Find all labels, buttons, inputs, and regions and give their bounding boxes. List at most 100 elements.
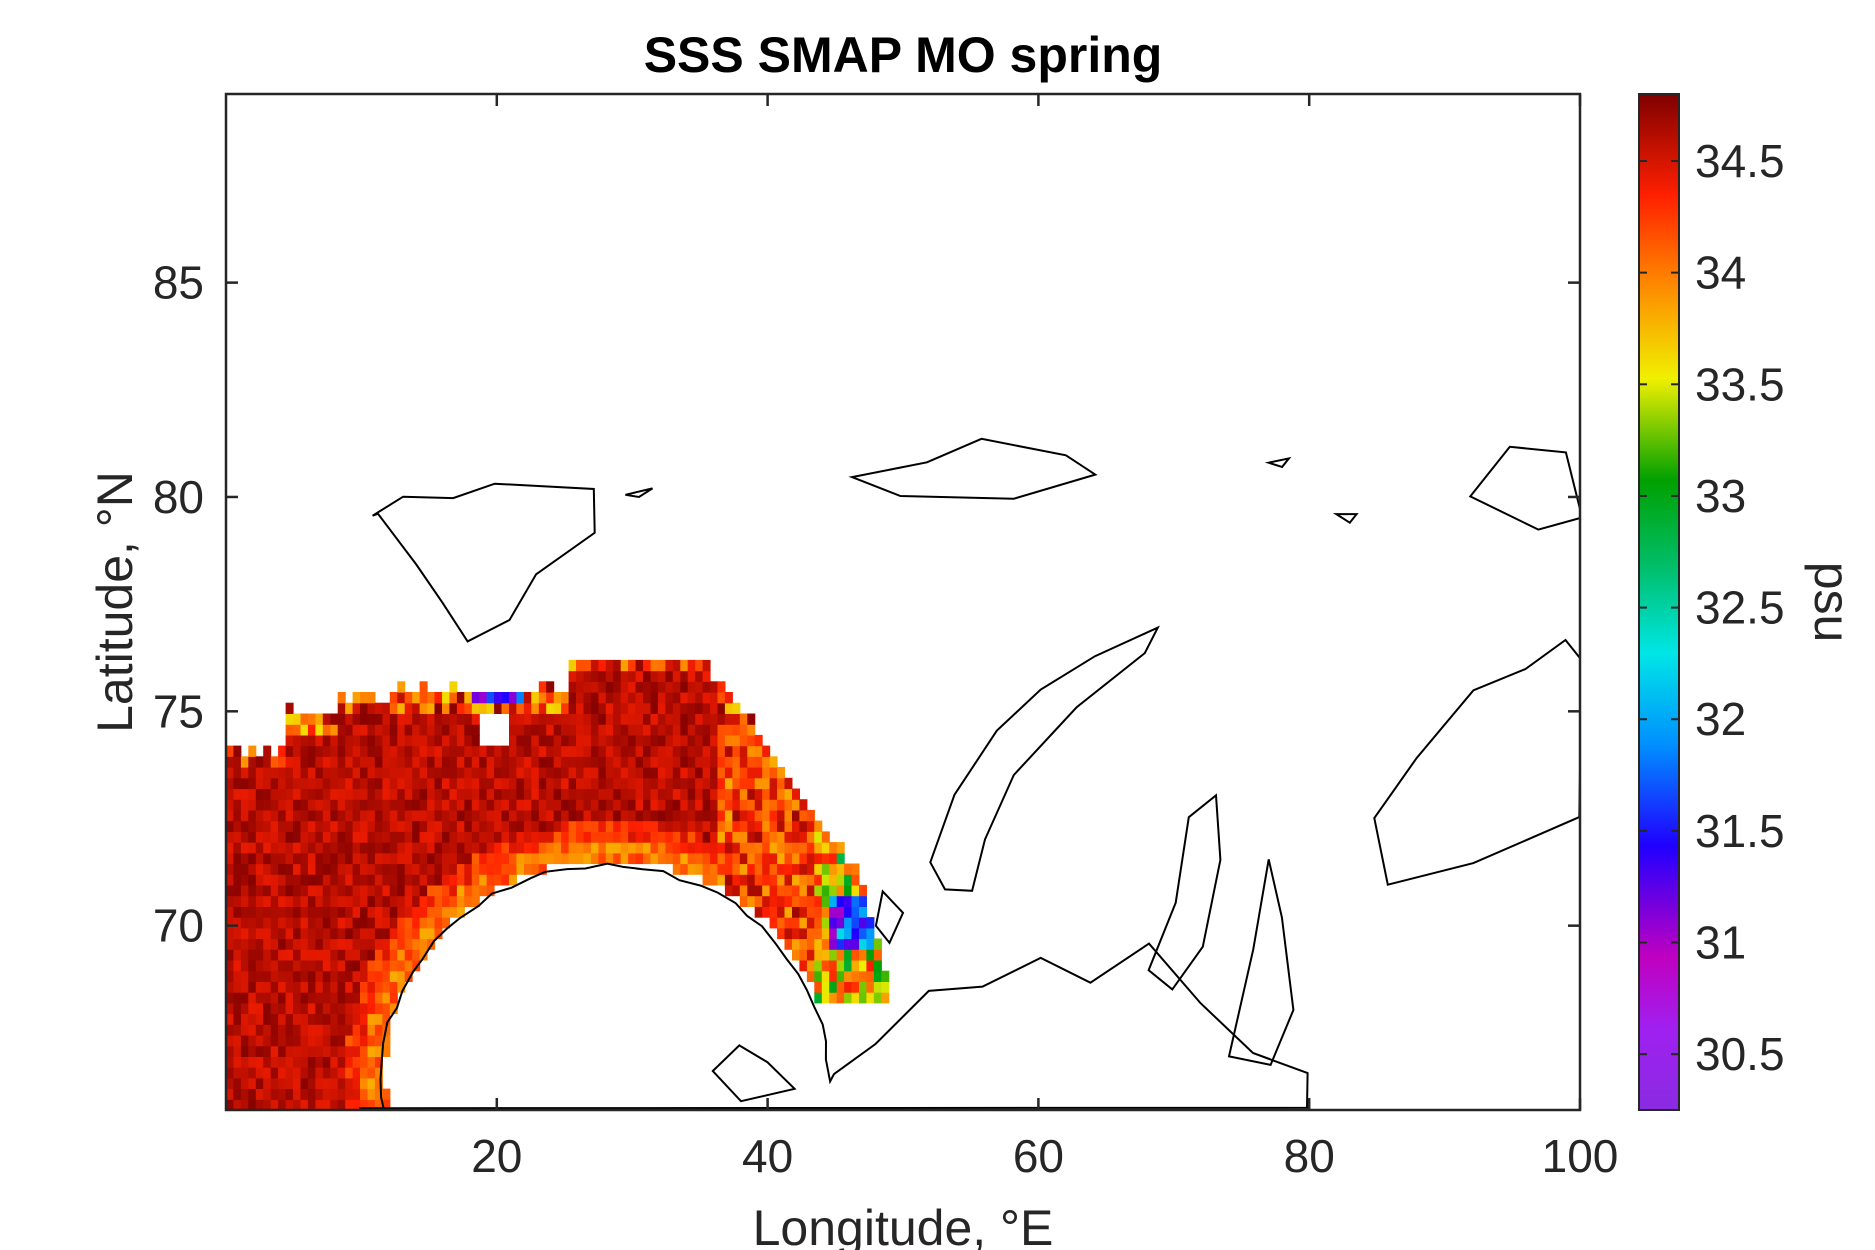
- salinity-cell: [844, 874, 853, 886]
- salinity-cell: [657, 820, 666, 832]
- salinity-cell: [382, 852, 391, 865]
- salinity-cell: [672, 820, 681, 832]
- salinity-cell: [821, 917, 830, 929]
- salinity-cell: [806, 842, 815, 854]
- salinity-cell: [248, 831, 257, 843]
- salinity-cell: [330, 970, 339, 982]
- salinity-cell: [240, 1056, 249, 1068]
- salinity-cell: [419, 917, 428, 929]
- salinity-cell: [434, 852, 443, 865]
- salinity-cell: [352, 970, 361, 982]
- salinity-cell: [240, 1035, 249, 1047]
- salinity-cell: [695, 670, 704, 682]
- salinity-cell: [449, 713, 458, 725]
- salinity-cell: [382, 713, 391, 725]
- salinity-cell: [605, 831, 614, 843]
- salinity-cell: [635, 809, 644, 822]
- salinity-cell: [248, 756, 257, 768]
- salinity-cell: [315, 960, 324, 972]
- salinity-cell: [382, 938, 391, 950]
- salinity-cell: [293, 788, 301, 800]
- salinity-cell: [352, 1035, 361, 1047]
- salinity-cell: [680, 724, 689, 736]
- salinity-cell: [374, 1099, 383, 1110]
- salinity-cell: [352, 884, 361, 897]
- salinity-cell: [389, 788, 398, 800]
- salinity-cell: [427, 756, 436, 768]
- salinity-field: [226, 659, 890, 1110]
- salinity-cell: [337, 1099, 346, 1110]
- salinity-cell: [226, 1024, 234, 1036]
- salinity-cell: [293, 1045, 301, 1057]
- salinity-cell: [367, 1013, 376, 1025]
- salinity-cell: [568, 809, 577, 822]
- salinity-cell: [598, 842, 607, 854]
- salinity-cell: [307, 1024, 316, 1036]
- salinity-cell: [464, 788, 473, 800]
- salinity-cell: [680, 852, 689, 865]
- salinity-cell: [352, 960, 361, 972]
- salinity-cell: [561, 799, 570, 811]
- salinity-cell: [665, 809, 674, 822]
- salinity-cell: [799, 831, 808, 843]
- salinity-cell: [248, 767, 257, 779]
- salinity-cell: [546, 681, 555, 693]
- salinity-cell: [494, 831, 503, 843]
- salinity-cell: [620, 756, 629, 768]
- salinity-cell: [605, 745, 614, 757]
- salinity-cell: [576, 767, 584, 779]
- salinity-cell: [263, 949, 272, 961]
- salinity-cell: [806, 831, 815, 843]
- salinity-cell: [650, 777, 659, 790]
- salinity-cell: [293, 745, 301, 757]
- salinity-cell: [307, 1002, 316, 1015]
- salinity-cell: [546, 745, 555, 757]
- salinity-cell: [680, 809, 689, 822]
- salinity-cell: [367, 745, 376, 757]
- salinity-cell: [226, 1045, 234, 1057]
- salinity-cell: [509, 852, 517, 865]
- salinity-cell: [367, 702, 376, 714]
- salinity-cell: [315, 820, 324, 832]
- salinity-cell: [836, 917, 845, 929]
- salinity-cell: [360, 1099, 368, 1110]
- salinity-cell: [576, 820, 584, 832]
- salinity-cell: [456, 767, 465, 779]
- salinity-cell: [516, 777, 525, 790]
- salinity-cell: [710, 734, 719, 747]
- salinity-cell: [829, 970, 838, 982]
- salinity-cell: [628, 681, 637, 693]
- salinity-cell: [576, 809, 584, 822]
- salinity-cell: [464, 713, 473, 725]
- salinity-cell: [494, 756, 503, 768]
- salinity-cell: [315, 884, 324, 897]
- salinity-cell: [620, 767, 629, 779]
- salinity-cell: [389, 777, 398, 790]
- salinity-cell: [419, 745, 428, 757]
- salinity-cell: [293, 820, 301, 832]
- salinity-cell: [330, 917, 339, 929]
- salinity-cell: [442, 756, 450, 768]
- salinity-cell: [442, 788, 450, 800]
- salinity-cell: [307, 820, 316, 832]
- salinity-cell: [576, 659, 584, 672]
- salinity-cell: [724, 692, 733, 704]
- salinity-cell: [293, 1013, 301, 1025]
- salinity-cell: [315, 831, 324, 843]
- salinity-cell: [613, 734, 622, 747]
- salinity-cell: [806, 917, 815, 929]
- salinity-cell: [747, 767, 756, 779]
- salinity-cell: [509, 777, 517, 790]
- salinity-cell: [777, 809, 786, 822]
- salinity-cell: [657, 734, 666, 747]
- salinity-cell: [307, 992, 316, 1004]
- salinity-cell: [747, 820, 756, 832]
- salinity-cell: [285, 1024, 294, 1036]
- salinity-cell: [605, 852, 614, 865]
- salinity-cell: [672, 692, 681, 704]
- salinity-cell: [352, 1099, 361, 1110]
- salinity-cell: [784, 777, 793, 790]
- salinity-cell: [233, 1088, 242, 1100]
- salinity-cell: [270, 884, 279, 897]
- salinity-cell: [553, 745, 562, 757]
